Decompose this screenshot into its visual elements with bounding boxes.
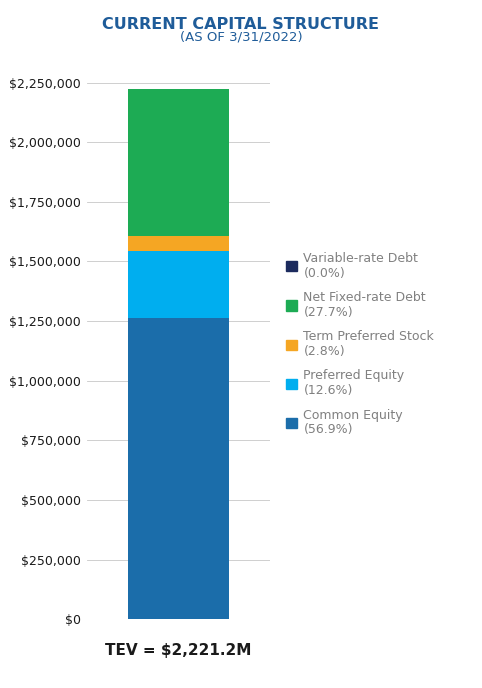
Bar (128, 236, 229, 251)
Text: (AS OF 3/31/2022): (AS OF 3/31/2022) (180, 31, 302, 44)
Bar (128, 89, 229, 236)
Text: CURRENT CAPITAL STRUCTURE: CURRENT CAPITAL STRUCTURE (103, 17, 379, 32)
Bar (128, 251, 229, 318)
Bar (128, 318, 229, 619)
Legend: Variable-rate Debt
(0.0%), Net Fixed-rate Debt
(27.7%), Term Preferred Stock
(2.: Variable-rate Debt (0.0%), Net Fixed-rat… (281, 246, 439, 442)
Text: TEV = $2,221.2M: TEV = $2,221.2M (105, 643, 252, 658)
